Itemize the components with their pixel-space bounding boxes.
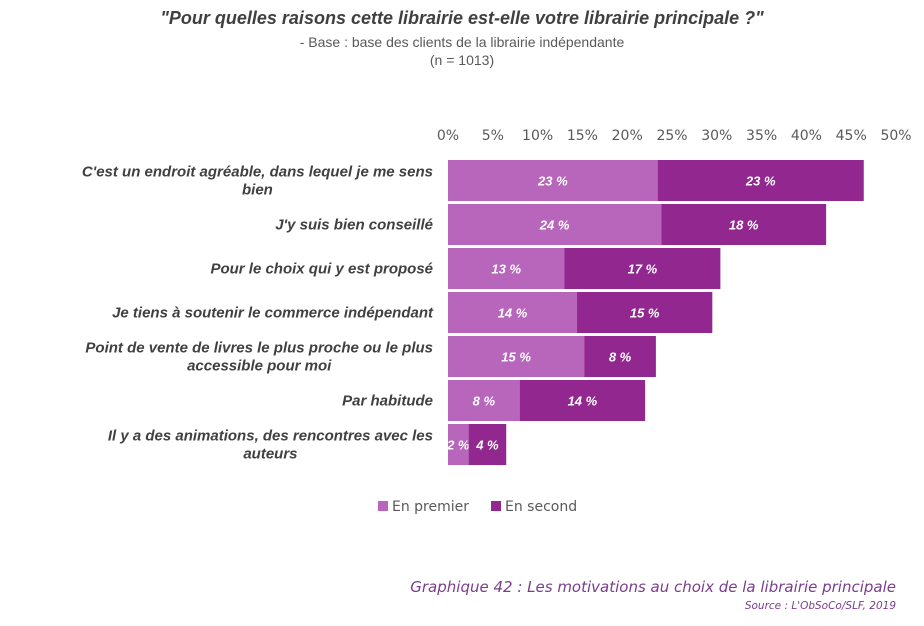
x-tick-label: 15% [567,128,598,144]
category-label: accessible pour moi [187,358,332,375]
x-tick-label: 35% [746,128,777,144]
x-tick-label: 45% [836,128,867,144]
category-label: C'est un endroit agréable, dans lequel j… [82,164,433,181]
x-tick-label: 5% [482,128,504,144]
x-tick-label: 0% [437,128,459,144]
bar-data-label: 14 % [498,306,528,321]
bar-data-label: 23 % [537,174,568,189]
chart-source: Source : L'ObSoCo/SLF, 2019 [745,600,896,612]
x-tick-label: 50% [880,128,911,144]
category-label: J'y suis bien conseillé [275,217,433,234]
stacked-bar-chart: 0% 5% 10% 15% 20% 25% 30% 35% 40% 45% 50% 23 % 23 % C… [0,0,924,560]
bar-data-label: 13 % [491,262,521,277]
bar-data-label: 24 % [539,218,570,233]
category-label: bien [242,182,273,199]
bar-data-label: 18 % [729,218,759,233]
bar-data-label: 15 % [630,306,660,321]
legend-swatch [491,501,501,511]
bar-data-label: 15 % [501,350,531,365]
legend-swatch [378,501,388,511]
bar-data-label: 17 % [628,262,658,277]
x-tick-label: 20% [612,128,643,144]
bar-data-label: 2 % [446,438,470,453]
category-label: Par habitude [342,393,433,410]
x-tick-label: 25% [656,128,687,144]
bar-data-label: 8 % [473,394,496,409]
bar-data-label: 4 % [475,438,499,453]
category-label: Je tiens à soutenir le commerce indépend… [112,305,434,322]
category-label: auteurs [243,446,297,463]
category-label: Pour le choix qui y est proposé [210,261,433,278]
x-tick-label: 30% [701,128,732,144]
legend-label: En premier [392,499,469,515]
chart-caption: Graphique 42 : Les motivations au choix … [410,578,896,596]
bar-data-label: 23 % [745,174,776,189]
category-label: Il y a des animations, des rencontres av… [108,428,433,445]
bar-data-label: 14 % [568,394,598,409]
x-tick-label: 10% [522,128,553,144]
legend-label: En second [505,499,577,515]
bar-data-label: 8 % [609,350,632,365]
category-label: Point de vente de livres le plus proche … [85,340,433,357]
x-tick-label: 40% [791,128,822,144]
